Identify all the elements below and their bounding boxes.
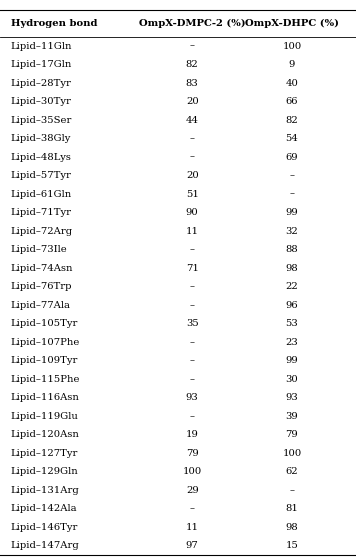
Text: –: –	[190, 42, 195, 51]
Text: –: –	[190, 504, 195, 513]
Text: 98: 98	[286, 523, 298, 532]
Text: 30: 30	[286, 375, 298, 384]
Text: Lipid–120Asn: Lipid–120Asn	[11, 430, 79, 439]
Text: Lipid–119Glu: Lipid–119Glu	[11, 412, 79, 421]
Text: Lipid–146Tyr: Lipid–146Tyr	[11, 523, 78, 532]
Text: –: –	[289, 190, 294, 199]
Text: 100: 100	[183, 468, 202, 477]
Text: Lipid–74Asn: Lipid–74Asn	[11, 264, 73, 273]
Text: Lipid–72Arg: Lipid–72Arg	[11, 227, 73, 235]
Text: –: –	[190, 282, 195, 291]
Text: Lipid–76Trp: Lipid–76Trp	[11, 282, 72, 291]
Text: –: –	[190, 301, 195, 310]
Text: Lipid–61Gln: Lipid–61Gln	[11, 190, 72, 199]
Text: 9: 9	[289, 60, 295, 69]
Text: 35: 35	[186, 319, 199, 328]
Text: Lipid–30Tyr: Lipid–30Tyr	[11, 97, 72, 106]
Text: 40: 40	[286, 79, 298, 88]
Text: Lipid–142Ala: Lipid–142Ala	[11, 504, 77, 513]
Text: Lipid–127Tyr: Lipid–127Tyr	[11, 449, 78, 458]
Text: 62: 62	[286, 468, 298, 477]
Text: 22: 22	[286, 282, 298, 291]
Text: –: –	[190, 412, 195, 421]
Text: Lipid–115Phe: Lipid–115Phe	[11, 375, 80, 384]
Text: 100: 100	[282, 42, 302, 51]
Text: Hydrogen bond: Hydrogen bond	[11, 19, 97, 28]
Text: 82: 82	[286, 116, 298, 124]
Text: Lipid–105Tyr: Lipid–105Tyr	[11, 319, 78, 328]
Text: Lipid–71Tyr: Lipid–71Tyr	[11, 208, 72, 217]
Text: 83: 83	[186, 79, 199, 88]
Text: –: –	[289, 171, 294, 180]
Text: 93: 93	[186, 393, 199, 402]
Text: 15: 15	[286, 541, 298, 550]
Text: Lipid–109Tyr: Lipid–109Tyr	[11, 357, 78, 365]
Text: 79: 79	[286, 430, 298, 439]
Text: 99: 99	[286, 208, 298, 217]
Text: 88: 88	[286, 245, 298, 254]
Text: 54: 54	[286, 134, 298, 143]
Text: 98: 98	[286, 264, 298, 273]
Text: 93: 93	[286, 393, 298, 402]
Text: –: –	[190, 338, 195, 347]
Text: 32: 32	[286, 227, 298, 235]
Text: 100: 100	[282, 449, 302, 458]
Text: –: –	[190, 153, 195, 162]
Text: Lipid–73Ile: Lipid–73Ile	[11, 245, 67, 254]
Text: –: –	[190, 375, 195, 384]
Text: OmpX-DMPC-2 (%): OmpX-DMPC-2 (%)	[139, 19, 246, 28]
Text: –: –	[190, 245, 195, 254]
Text: 79: 79	[186, 449, 199, 458]
Text: 97: 97	[186, 541, 199, 550]
Text: Lipid–129Gln: Lipid–129Gln	[11, 468, 78, 477]
Text: 11: 11	[186, 227, 199, 235]
Text: Lipid–77Ala: Lipid–77Ala	[11, 301, 71, 310]
Text: 69: 69	[286, 153, 298, 162]
Text: Lipid–48Lys: Lipid–48Lys	[11, 153, 72, 162]
Text: 51: 51	[186, 190, 199, 199]
Text: 82: 82	[186, 60, 199, 69]
Text: –: –	[190, 134, 195, 143]
Text: 20: 20	[186, 171, 199, 180]
Text: 23: 23	[286, 338, 298, 347]
Text: OmpX-DHPC (%): OmpX-DHPC (%)	[245, 19, 339, 28]
Text: Lipid–131Arg: Lipid–131Arg	[11, 486, 79, 495]
Text: Lipid–147Arg: Lipid–147Arg	[11, 541, 79, 550]
Text: 29: 29	[186, 486, 199, 495]
Text: Lipid–107Phe: Lipid–107Phe	[11, 338, 80, 347]
Text: 99: 99	[286, 357, 298, 365]
Text: 20: 20	[186, 97, 199, 106]
Text: 19: 19	[186, 430, 199, 439]
Text: 39: 39	[286, 412, 298, 421]
Text: Lipid–116Asn: Lipid–116Asn	[11, 393, 79, 402]
Text: Lipid–38Gly: Lipid–38Gly	[11, 134, 71, 143]
Text: 53: 53	[286, 319, 298, 328]
Text: –: –	[190, 357, 195, 365]
Text: Lipid–28Tyr: Lipid–28Tyr	[11, 79, 72, 88]
Text: Lipid–35Ser: Lipid–35Ser	[11, 116, 72, 124]
Text: Lipid–11Gln: Lipid–11Gln	[11, 42, 72, 51]
Text: 66: 66	[286, 97, 298, 106]
Text: 44: 44	[186, 116, 199, 124]
Text: –: –	[289, 486, 294, 495]
Text: 71: 71	[186, 264, 199, 273]
Text: Lipid–17Gln: Lipid–17Gln	[11, 60, 72, 69]
Text: 81: 81	[286, 504, 298, 513]
Text: 11: 11	[186, 523, 199, 532]
Text: 96: 96	[286, 301, 298, 310]
Text: Lipid–57Tyr: Lipid–57Tyr	[11, 171, 72, 180]
Text: 90: 90	[186, 208, 199, 217]
